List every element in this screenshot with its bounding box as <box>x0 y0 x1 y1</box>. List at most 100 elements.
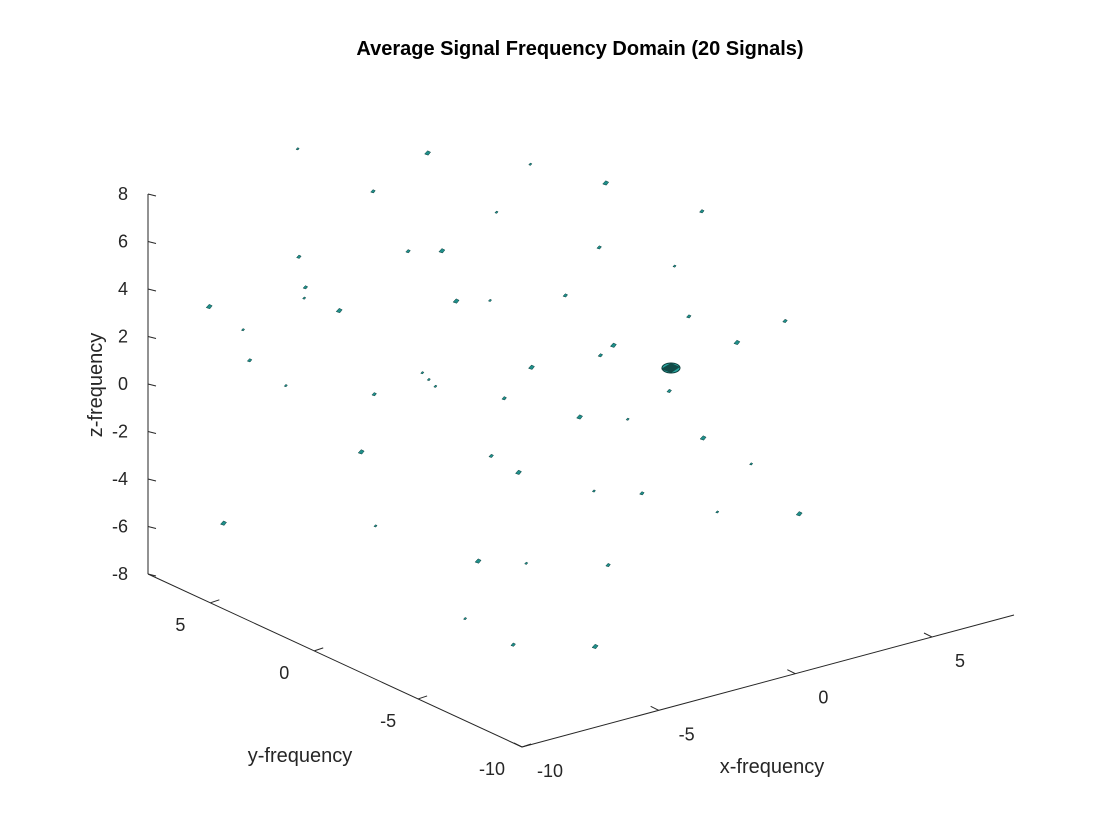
x-tick-mark <box>513 742 523 748</box>
fragment-point <box>357 449 365 455</box>
fragment-point <box>296 254 302 259</box>
fragment-point <box>625 417 630 421</box>
x-tick-label: -5 <box>679 724 695 744</box>
z-axis-label: z-frequency <box>85 333 107 438</box>
fragment-point <box>510 642 516 647</box>
chart-title: Average Signal Frequency Domain (20 Sign… <box>356 38 803 60</box>
x-axis-line <box>521 614 1015 748</box>
fragment-point <box>597 353 604 358</box>
z-tick-label: 8 <box>118 184 128 204</box>
y-axis-line <box>147 573 523 748</box>
fragment-point <box>576 414 583 420</box>
fragment-point <box>452 298 460 304</box>
z-tick-mark <box>147 193 157 197</box>
fragment-point <box>302 285 309 290</box>
y-tick-mark <box>210 599 220 604</box>
y-axis-label: y-frequency <box>248 745 353 767</box>
z-tick-label: 4 <box>118 279 128 299</box>
z-tick-mark <box>147 288 157 292</box>
fragment-point <box>246 358 253 363</box>
fragment-point <box>715 510 720 514</box>
fragment-point <box>494 210 499 214</box>
fragment-point <box>524 561 529 565</box>
x-tick-mark <box>650 705 659 711</box>
y-tick-label: -10 <box>479 759 505 779</box>
fragment-point <box>672 264 677 268</box>
x-tick-group: -10 -5 0 5 <box>513 632 965 781</box>
fragment-point <box>782 318 788 323</box>
y-tick-label: 0 <box>279 663 289 683</box>
z-tick-mark <box>147 478 157 482</box>
fragment-point <box>487 298 492 302</box>
fragment-point <box>302 296 307 300</box>
fragment-point <box>370 189 376 194</box>
fragment-point <box>438 248 446 254</box>
z-tick-label: -8 <box>112 564 128 584</box>
x-tick-mark <box>787 669 796 675</box>
fragment-point <box>733 339 741 345</box>
fragment-point <box>528 364 535 370</box>
fragment-point <box>501 396 507 401</box>
fragment-point <box>420 371 425 375</box>
fragment-point <box>749 462 754 466</box>
fragment-point <box>424 150 431 156</box>
z-tick-mark <box>147 526 157 529</box>
fragment-point <box>463 617 468 621</box>
z-tick-label: 0 <box>118 374 128 394</box>
fragment-point <box>686 314 692 319</box>
z-tick-mark <box>147 431 157 434</box>
z-tick-mark <box>147 241 157 244</box>
z-tick-label: -6 <box>112 517 128 537</box>
y-tick-group: -10 -5 0 5 <box>175 599 532 779</box>
y-tick-label: -5 <box>380 711 396 731</box>
x-tick-mark <box>923 632 933 638</box>
fragment-point <box>795 511 803 517</box>
fragment-point <box>371 392 377 397</box>
fragment-point <box>295 147 300 151</box>
fragment-point <box>596 245 602 250</box>
fragment-point <box>699 435 707 441</box>
y-tick-mark <box>521 743 532 748</box>
isosurface-fragments <box>205 147 803 649</box>
y-tick-mark <box>314 647 324 652</box>
fragment-point <box>433 384 438 388</box>
fragment-point <box>591 643 599 649</box>
x-axis-label: x-frequency <box>720 756 825 778</box>
fragment-point <box>220 520 227 526</box>
fragment-point <box>591 489 596 493</box>
peak-shadow <box>661 363 680 373</box>
fragment-point <box>562 293 568 298</box>
fragment-point <box>488 453 494 458</box>
fragment-point <box>639 491 645 496</box>
fragment-point <box>474 558 482 564</box>
y-tick-label: 5 <box>175 615 185 635</box>
fragment-point <box>602 180 610 186</box>
fragment-point <box>699 209 705 214</box>
z-tick-mark <box>147 573 157 577</box>
y-tick-mark <box>417 695 428 700</box>
fragment-point <box>666 388 672 393</box>
fragment-point <box>240 328 245 332</box>
fragment-point <box>605 562 611 568</box>
fragment-point <box>205 303 213 310</box>
fragment-point <box>335 307 343 314</box>
z-tick-mark <box>147 383 157 387</box>
x-tick-label: 5 <box>955 651 965 671</box>
x-tick-label: -10 <box>537 761 563 781</box>
fragment-point <box>528 162 533 166</box>
z-tick-mark <box>147 336 157 339</box>
fragment-point <box>426 377 431 381</box>
fragment-point <box>405 249 411 254</box>
x-tick-label: 0 <box>818 688 828 708</box>
fragment-point <box>283 384 288 388</box>
z-tick-label: 6 <box>118 232 128 252</box>
fragment-point <box>373 524 378 528</box>
axes-box <box>147 194 1015 748</box>
z-tick-label: 2 <box>118 327 128 347</box>
z-tick-label: -2 <box>112 422 128 442</box>
z-tick-label: -4 <box>112 469 128 489</box>
z-tick-group: -8 -6 -4 -2 0 2 4 6 8 <box>112 184 157 584</box>
fragment-point <box>515 469 522 475</box>
fragment-point <box>609 342 617 348</box>
